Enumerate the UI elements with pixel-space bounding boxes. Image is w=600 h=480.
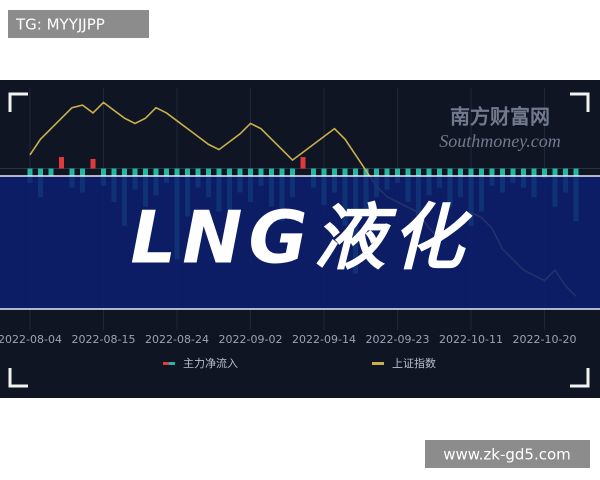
frame-corner	[570, 368, 590, 388]
url-box	[425, 440, 590, 468]
bar	[542, 168, 547, 179]
x-tick-label: 2022-08-04	[0, 333, 62, 346]
x-tick-label: 2022-10-11	[439, 333, 503, 346]
watermark-box	[8, 10, 149, 38]
logo-name: 南方财富网	[450, 105, 550, 129]
logo-site: Southmoney.com	[439, 131, 560, 151]
legend-label: 上证指数	[392, 356, 436, 370]
headline-band	[0, 176, 600, 309]
x-tick-label: 2022-09-14	[292, 333, 356, 346]
legend-swatch	[169, 362, 175, 365]
legend-label: 主力净流入	[183, 356, 238, 370]
frame-corner	[8, 92, 28, 112]
x-tick-label: 2022-08-15	[72, 333, 136, 346]
bar	[48, 168, 54, 177]
headline: LNG液化	[130, 196, 472, 280]
frame	[8, 92, 590, 388]
legend-swatch	[163, 362, 169, 365]
x-tick-label: 2022-09-02	[219, 333, 283, 346]
bar	[59, 157, 64, 169]
legend-swatch	[372, 362, 384, 365]
bar	[300, 157, 306, 169]
frame-corner	[8, 368, 28, 388]
x-tick-label: 2022-08-24	[145, 333, 209, 346]
footer-url: www.zk-gd5.com	[443, 446, 571, 464]
bar	[90, 158, 96, 169]
x-tick-label: 2022-10-20	[513, 333, 577, 346]
watermark: TG: MYYJJPP	[15, 16, 105, 34]
x-tick-label: 2022-09-23	[366, 333, 430, 346]
frame-corner	[570, 92, 590, 112]
